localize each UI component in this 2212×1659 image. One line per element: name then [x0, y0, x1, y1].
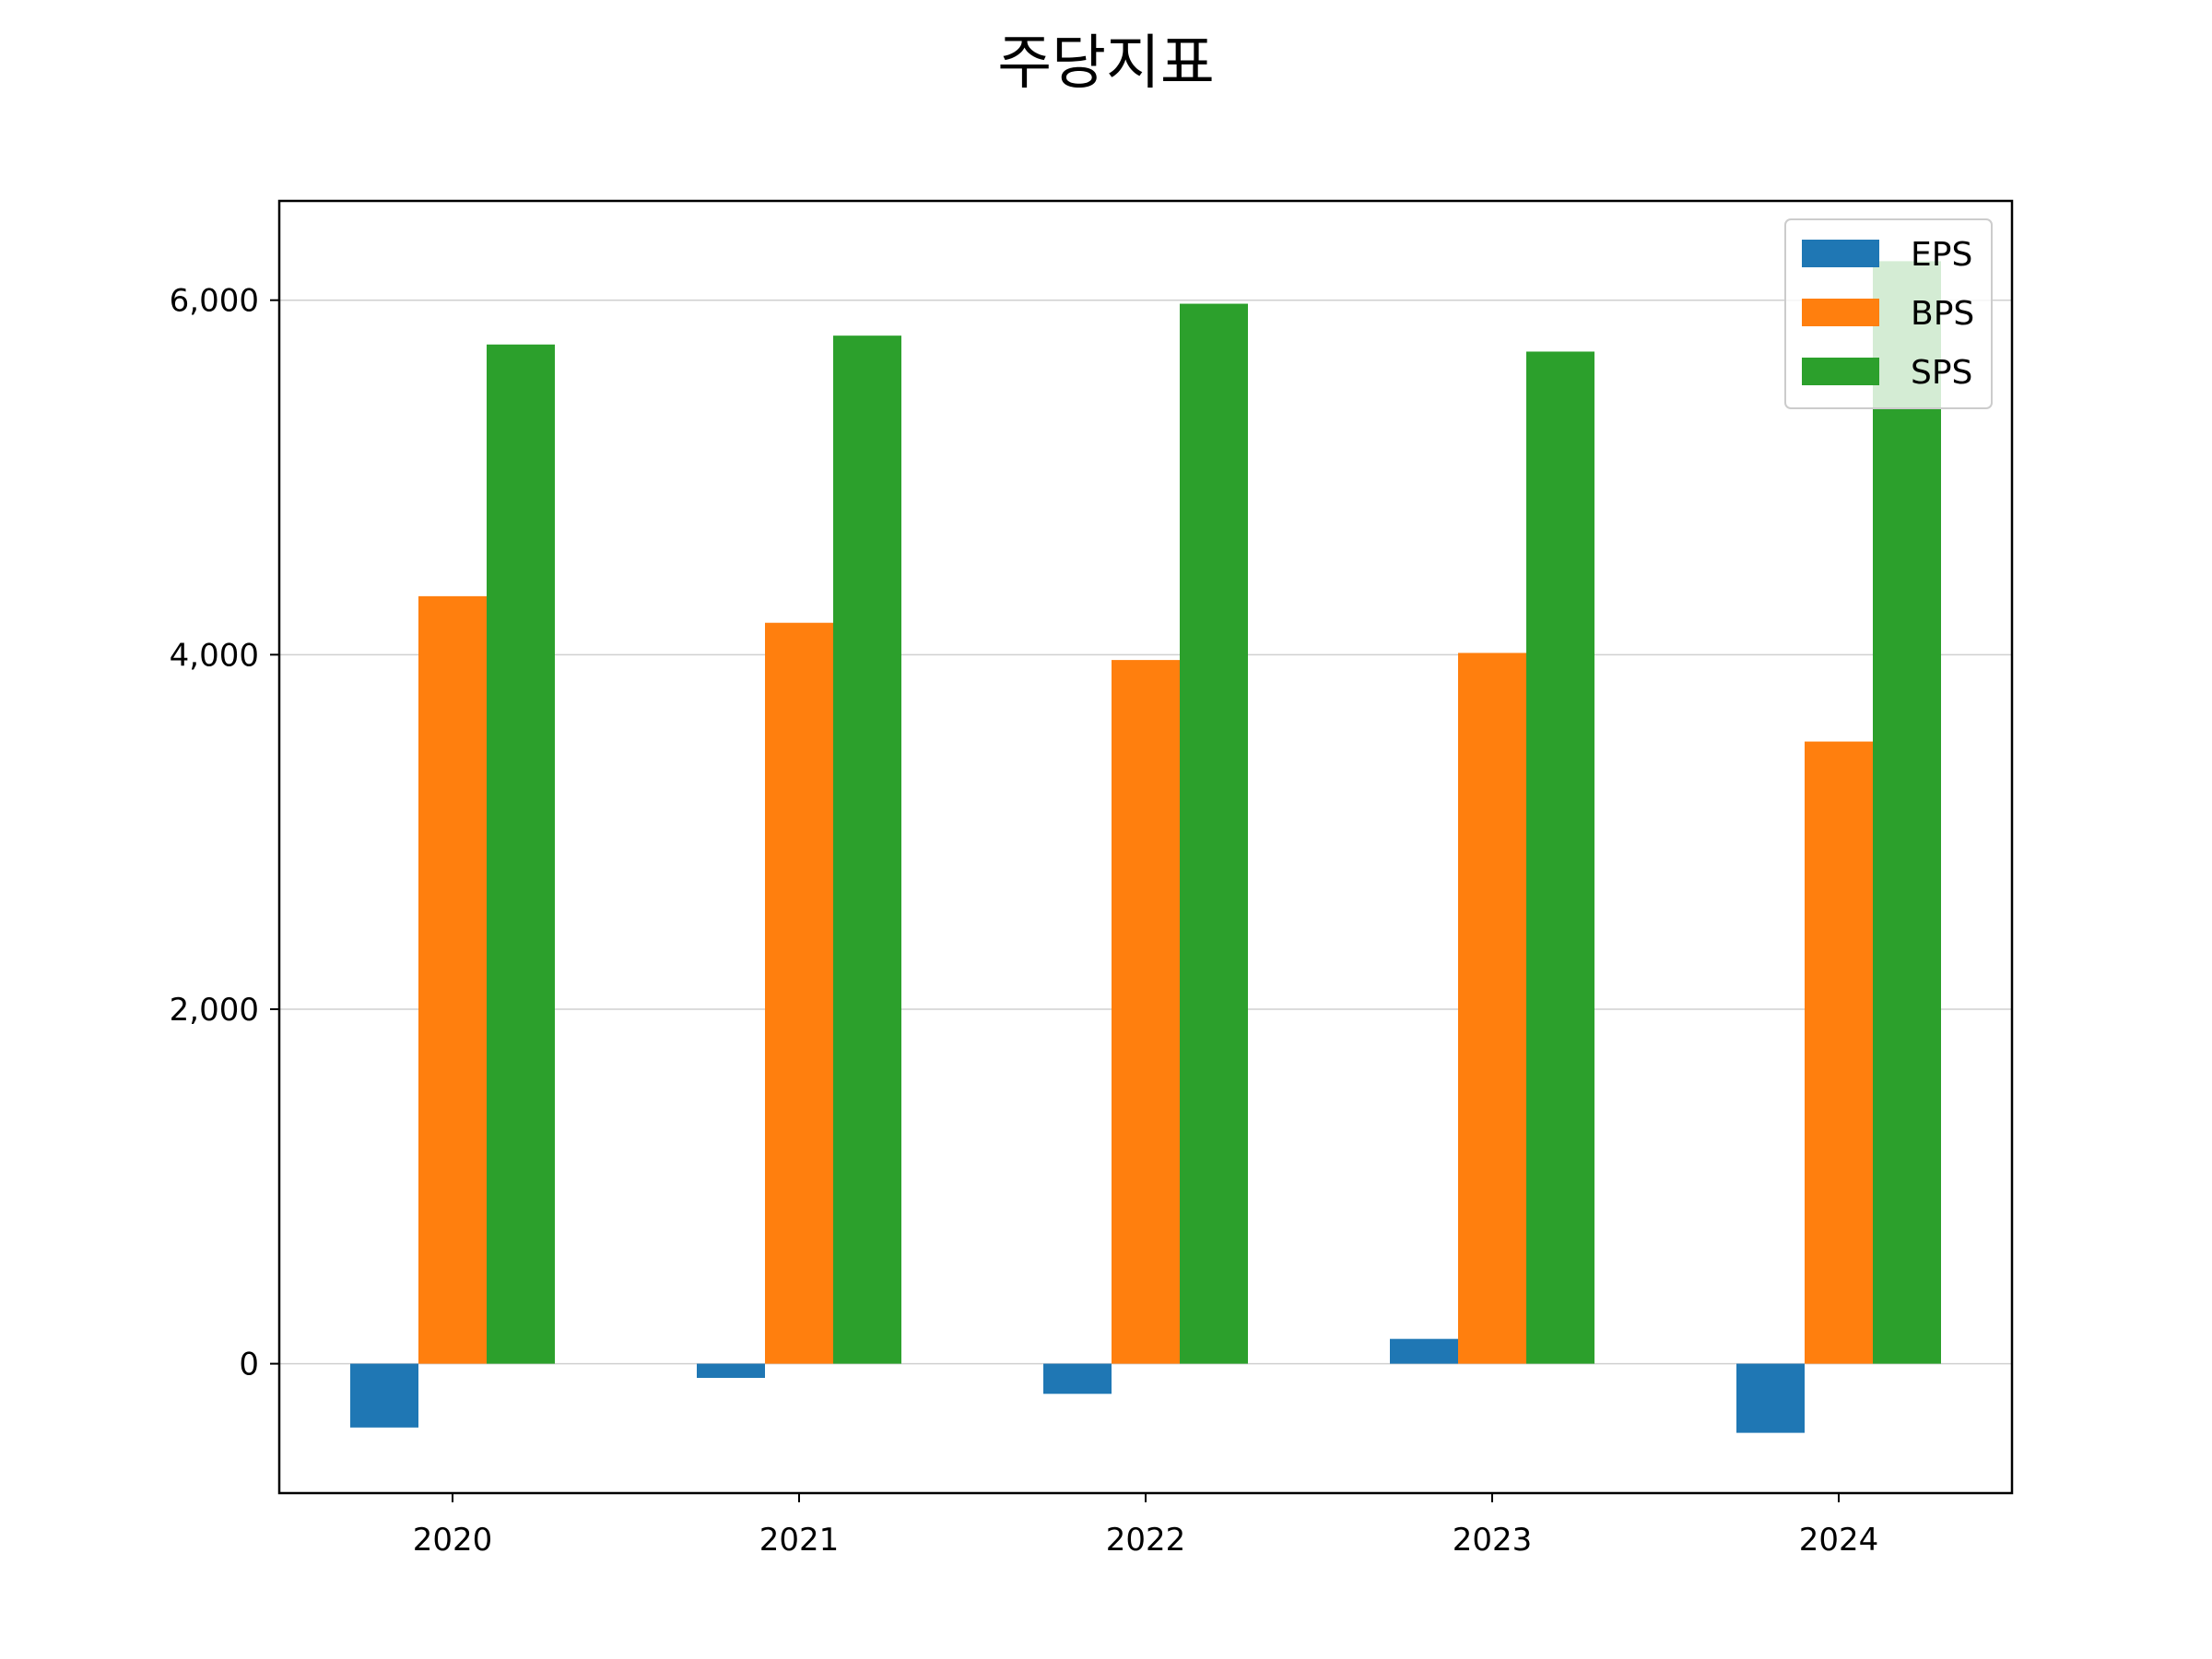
- bar-bps-2023: [1458, 653, 1526, 1364]
- bar-bps-2022: [1112, 660, 1180, 1364]
- ytick-label-4000: 4,000: [170, 637, 259, 674]
- legend-swatch-eps: [1802, 240, 1879, 267]
- bar-eps-2023: [1390, 1338, 1458, 1364]
- ytick-label-0: 0: [239, 1347, 259, 1383]
- bar-sps-2021: [833, 335, 901, 1364]
- ytick-label-2000: 2,000: [170, 992, 259, 1029]
- legend-swatch-bps: [1802, 299, 1879, 326]
- bar-bps-2021: [765, 622, 833, 1364]
- xtick-label-2021: 2021: [759, 1522, 840, 1559]
- x-axis: 2020 2021 2022 2023 2024: [413, 1493, 1879, 1559]
- bar-bps-2024: [1805, 741, 1873, 1364]
- bar-bps-2020: [418, 595, 487, 1364]
- bar-eps-2020: [350, 1363, 418, 1428]
- bar-eps-2021: [697, 1363, 765, 1378]
- legend-swatch-sps: [1802, 358, 1879, 385]
- legend-label-bps: BPS: [1911, 295, 1974, 333]
- bar-eps-2022: [1043, 1363, 1112, 1394]
- xtick-label-2023: 2023: [1453, 1522, 1533, 1559]
- ytick-label-6000: 6,000: [170, 283, 259, 320]
- bar-sps-2024: [1873, 261, 1941, 1364]
- bar-sps-2020: [487, 344, 555, 1364]
- xtick-label-2020: 2020: [413, 1522, 493, 1559]
- xtick-label-2024: 2024: [1799, 1522, 1879, 1559]
- legend-label-eps: EPS: [1911, 236, 1972, 274]
- y-axis: 0 2,000 4,000 6,000: [170, 283, 279, 1383]
- bar-sps-2022: [1180, 303, 1248, 1364]
- chart-title: 주당지표: [997, 29, 1215, 98]
- xtick-label-2022: 2022: [1106, 1522, 1186, 1559]
- bars: [350, 261, 1941, 1433]
- bar-sps-2023: [1526, 351, 1594, 1364]
- legend-label-sps: SPS: [1911, 354, 1972, 392]
- legend: EPS BPS SPS: [1784, 218, 1993, 409]
- bar-eps-2024: [1736, 1363, 1805, 1433]
